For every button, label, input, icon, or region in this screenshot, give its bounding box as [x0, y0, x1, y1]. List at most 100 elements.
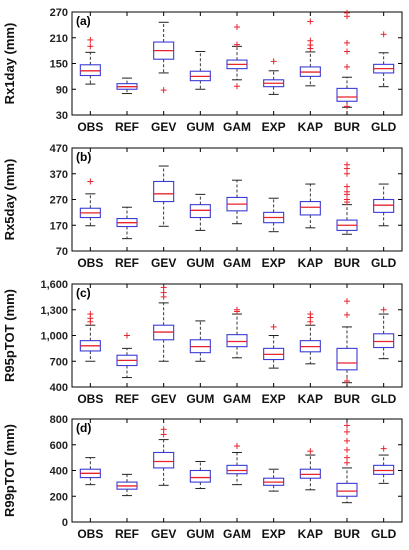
y-tick-label: 0 [62, 517, 68, 529]
outlier-marker [160, 431, 167, 438]
outlier-marker [234, 306, 240, 313]
box-gev: GEV [151, 284, 176, 406]
outlier-marker [344, 454, 350, 461]
y-tick-label: 600 [50, 440, 68, 452]
iqr-box [153, 451, 175, 469]
box-gum: GUM [186, 284, 214, 406]
outlier-marker [380, 31, 387, 38]
x-tick-label: GLD [371, 392, 397, 406]
outlier-marker [344, 161, 350, 168]
outlier-marker [160, 284, 167, 291]
y-tick-label: 370 [50, 169, 68, 181]
x-tick-label: GUM [186, 120, 214, 134]
x-tick-label: GEV [151, 120, 176, 134]
outlier-marker [344, 170, 350, 177]
y-tick-label: 400 [50, 382, 68, 394]
panel-label: (a) [76, 14, 91, 28]
x-tick-label: GUM [186, 392, 214, 406]
chart-panel-4: 0 200 400 600 800 R99pTOT (mm) (d) OBS REF GEV GUM… [2, 414, 403, 541]
box-exp: EXP [262, 419, 286, 541]
x-tick-label: KAP [298, 256, 323, 270]
outlier-marker [234, 41, 240, 48]
x-tick-label: GAM [223, 120, 251, 134]
outlier-marker [270, 58, 277, 65]
outlier-marker [344, 63, 350, 70]
x-tick-label: EXP [262, 256, 286, 270]
iqr-box [299, 201, 321, 216]
iqr-box [373, 198, 395, 213]
iqr-box [153, 180, 175, 203]
outlier-marker [344, 428, 350, 435]
outlier-marker [234, 83, 240, 90]
box-gam: GAM [223, 419, 251, 541]
x-tick-label: EXP [262, 527, 286, 541]
box-gld: GLD [371, 148, 397, 270]
box-exp: EXP [262, 148, 286, 270]
box-gev: GEV [151, 12, 176, 134]
box-kap: KAP [298, 12, 323, 134]
x-tick-label: REF [115, 256, 139, 270]
y-tick-label: 170 [50, 220, 68, 232]
box-gam: GAM [223, 12, 251, 134]
iqr-box [226, 464, 248, 475]
x-tick-label: OBS [77, 120, 103, 134]
outlier-marker [344, 196, 350, 203]
x-tick-label: REF [115, 120, 139, 134]
y-tick-label: 200 [50, 491, 68, 503]
chart-panel-1: 30 90 150 210 270 Rx1day (mm) (a) OBS REF GEV GUM G… [2, 7, 403, 134]
box-gam: GAM [223, 148, 251, 270]
x-tick-label: GEV [151, 392, 176, 406]
iqr-box [336, 87, 358, 102]
x-tick-label: GEV [151, 527, 176, 541]
box-gld: GLD [371, 12, 397, 134]
x-tick-label: EXP [262, 392, 286, 406]
box-bur: BUR [334, 284, 360, 406]
outlier-marker [344, 459, 350, 466]
y-tick-label: 800 [50, 414, 68, 426]
outlier-marker [344, 446, 350, 453]
outlier-marker [344, 48, 350, 55]
y-tick-label: 700 [50, 356, 68, 368]
outlier-marker [87, 43, 94, 50]
panel-label: (b) [76, 150, 91, 164]
box-ref: REF [115, 148, 139, 270]
outlier-marker [87, 311, 94, 318]
y-tick-label: 30 [56, 110, 68, 122]
outlier-marker [344, 9, 350, 16]
x-tick-label: KAP [298, 120, 323, 134]
box-gum: GUM [186, 12, 214, 134]
y-tick-label: 90 [56, 84, 68, 96]
box-gld: GLD [371, 419, 397, 541]
iqr-box [336, 482, 358, 497]
box-gum: GUM [186, 148, 214, 270]
chart-panel-2: 70 170 270 370 470 Rx5day (mm) (b) OBS REF GEV GUM… [2, 143, 403, 270]
outlier-marker [307, 37, 314, 44]
outlier-marker [160, 426, 167, 433]
outlier-marker [344, 422, 350, 429]
iqr-box [226, 334, 248, 348]
x-tick-label: GLD [371, 527, 397, 541]
y-tick-label: 1,600 [40, 279, 68, 291]
box-bur: BUR [334, 9, 360, 134]
box-ref: REF [115, 284, 139, 406]
outlier-marker [307, 448, 314, 455]
x-tick-label: GEV [151, 256, 176, 270]
outlier-marker [87, 178, 94, 185]
y-tick-label: 70 [56, 246, 68, 258]
outlier-marker [344, 311, 350, 318]
x-tick-label: KAP [298, 527, 323, 541]
outlier-marker [234, 24, 240, 31]
x-tick-label: GUM [186, 256, 214, 270]
x-tick-label: OBS [77, 256, 103, 270]
box-gld: GLD [371, 284, 397, 406]
outlier-marker [344, 298, 350, 305]
x-tick-label: KAP [298, 392, 323, 406]
y-axis-label: R95pTOT (mm) [2, 289, 17, 382]
outlier-marker [380, 445, 387, 452]
y-axis-label: R99pTOT (mm) [2, 424, 17, 517]
box-kap: KAP [298, 419, 323, 541]
plot-frame [71, 147, 403, 252]
iqr-box [336, 347, 358, 371]
x-tick-label: BUR [334, 527, 360, 541]
